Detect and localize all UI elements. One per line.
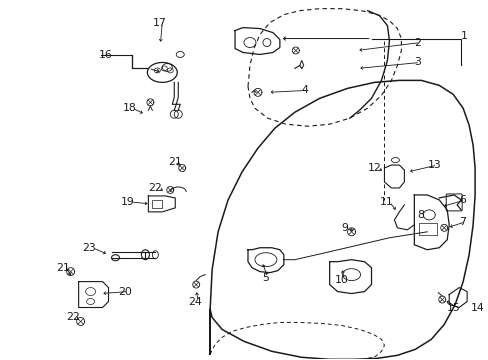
Text: 2: 2 xyxy=(413,37,420,48)
Text: 11: 11 xyxy=(379,197,392,207)
Text: 14: 14 xyxy=(470,302,484,312)
Text: 22: 22 xyxy=(65,312,79,323)
Text: 3: 3 xyxy=(413,58,420,67)
Text: 21: 21 xyxy=(168,157,182,167)
Text: 22: 22 xyxy=(148,183,162,193)
Text: 4: 4 xyxy=(301,85,308,95)
Text: 12: 12 xyxy=(367,163,381,173)
Text: 20: 20 xyxy=(118,287,132,297)
Text: 1: 1 xyxy=(460,31,467,41)
Text: 21: 21 xyxy=(56,263,69,273)
Text: 23: 23 xyxy=(82,243,96,253)
Text: 16: 16 xyxy=(99,50,112,60)
Text: 6: 6 xyxy=(458,195,465,205)
Text: 9: 9 xyxy=(341,223,348,233)
Text: 24: 24 xyxy=(188,297,202,306)
Bar xyxy=(152,200,162,208)
Text: 5: 5 xyxy=(262,273,268,283)
Text: 15: 15 xyxy=(447,302,460,312)
Text: 10: 10 xyxy=(334,275,348,285)
Text: 17: 17 xyxy=(152,18,166,28)
Text: 19: 19 xyxy=(120,197,134,207)
Text: 8: 8 xyxy=(416,210,423,220)
Text: 13: 13 xyxy=(427,160,440,170)
Text: 18: 18 xyxy=(122,103,136,113)
Text: 7: 7 xyxy=(458,217,465,227)
Bar xyxy=(419,223,436,235)
